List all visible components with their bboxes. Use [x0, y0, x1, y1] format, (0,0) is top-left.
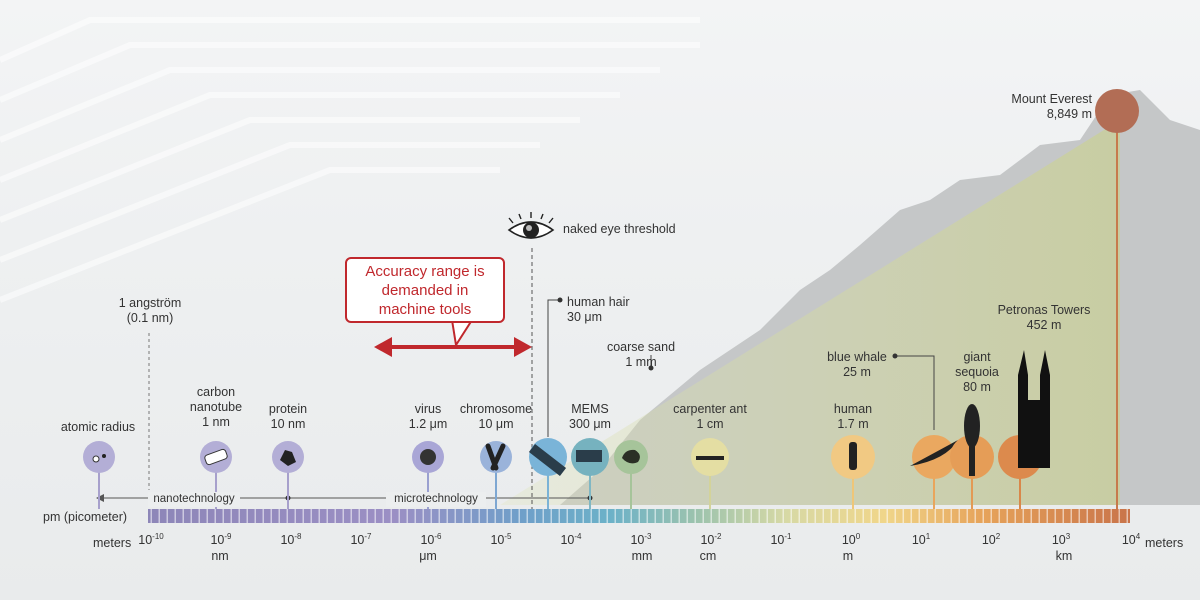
exponent-label: 10-1 — [770, 532, 792, 548]
exponent-label: 10-7 — [350, 532, 372, 548]
atomic-radius-circle — [83, 441, 115, 473]
accuracy-range-arrow — [374, 319, 532, 357]
petronas-label: Petronas Towers 452 m — [997, 303, 1091, 332]
exponent-label: 10-8 — [280, 532, 302, 548]
exponent-label: 10-2 — [700, 532, 722, 548]
exponent-label: 104 — [1121, 532, 1141, 548]
exponent-label: 10-10 — [138, 532, 164, 548]
microtechnology-label: microtechnology — [386, 492, 486, 507]
object-circles — [83, 89, 1139, 479]
atomic-radius-label: atomic radius — [60, 420, 136, 434]
unit-mm: mm — [631, 549, 653, 563]
pm-label: pm (picometer) — [43, 510, 128, 524]
meters-right-label: meters — [1145, 536, 1184, 550]
callout-line-3: machine tools — [378, 301, 472, 318]
naked-eye-label: naked eye threshold — [563, 222, 676, 236]
carpenter-ant-label: carpenter ant 1 cm — [673, 402, 747, 431]
virus-label: virus 1.2 μm — [408, 402, 448, 431]
leader-dot — [648, 365, 654, 371]
exponent-label: 102 — [981, 532, 1001, 548]
exponent-label: 10-5 — [490, 532, 512, 548]
unit-um: μm — [419, 549, 437, 563]
leader-dot — [557, 297, 563, 303]
exponent-label: 100 — [841, 532, 861, 548]
exponent-label: 101 — [911, 532, 931, 548]
mems-label: MEMS 300 μm — [569, 402, 611, 431]
coarse-sand-label: coarse sand 1 mm — [606, 340, 676, 369]
meters-left-label: meters — [93, 536, 132, 550]
background-tunnel — [0, 17, 700, 303]
scale-bar-ticks — [148, 509, 1130, 523]
callout-line-2: demanded in — [381, 282, 469, 299]
protein-label: protein 10 nm — [268, 402, 308, 431]
exponent-label: 10-3 — [630, 532, 652, 548]
human-hair-label: human hair 30 μm — [567, 295, 630, 324]
human-label: human 1.7 m — [833, 402, 873, 431]
exponent-label: 103 — [1051, 532, 1071, 548]
unit-m: m — [842, 549, 854, 563]
unit-cm: cm — [699, 549, 717, 563]
nanotube-label: carbon nanotube 1 nm — [189, 385, 243, 429]
accuracy-callout: Accuracy range is demanded in machine to… — [345, 257, 505, 323]
everest-label: Mount Everest 8,849 m — [1011, 92, 1092, 121]
callout-line-1: Accuracy range is — [365, 263, 485, 280]
blue-whale-label: blue whale 25 m — [827, 350, 887, 379]
chromosome-label: chromosome 10 μm — [459, 402, 533, 431]
everest-circle — [1095, 89, 1139, 133]
eye-icon — [507, 212, 555, 239]
unit-nm: nm — [211, 549, 229, 563]
exponent-label: 10-4 — [560, 532, 582, 548]
sequoia-label: giant sequoia 80 m — [955, 350, 999, 394]
unit-km: km — [1055, 549, 1073, 563]
angstrom-label: 1 angström (0.1 nm) — [118, 296, 182, 325]
exponent-label: 10-6 — [420, 532, 442, 548]
nanotechnology-label: nanotechnology — [148, 492, 240, 507]
size-cone — [500, 120, 1120, 505]
exponent-label: 10-9 — [210, 532, 232, 548]
leader-dot — [892, 353, 898, 359]
